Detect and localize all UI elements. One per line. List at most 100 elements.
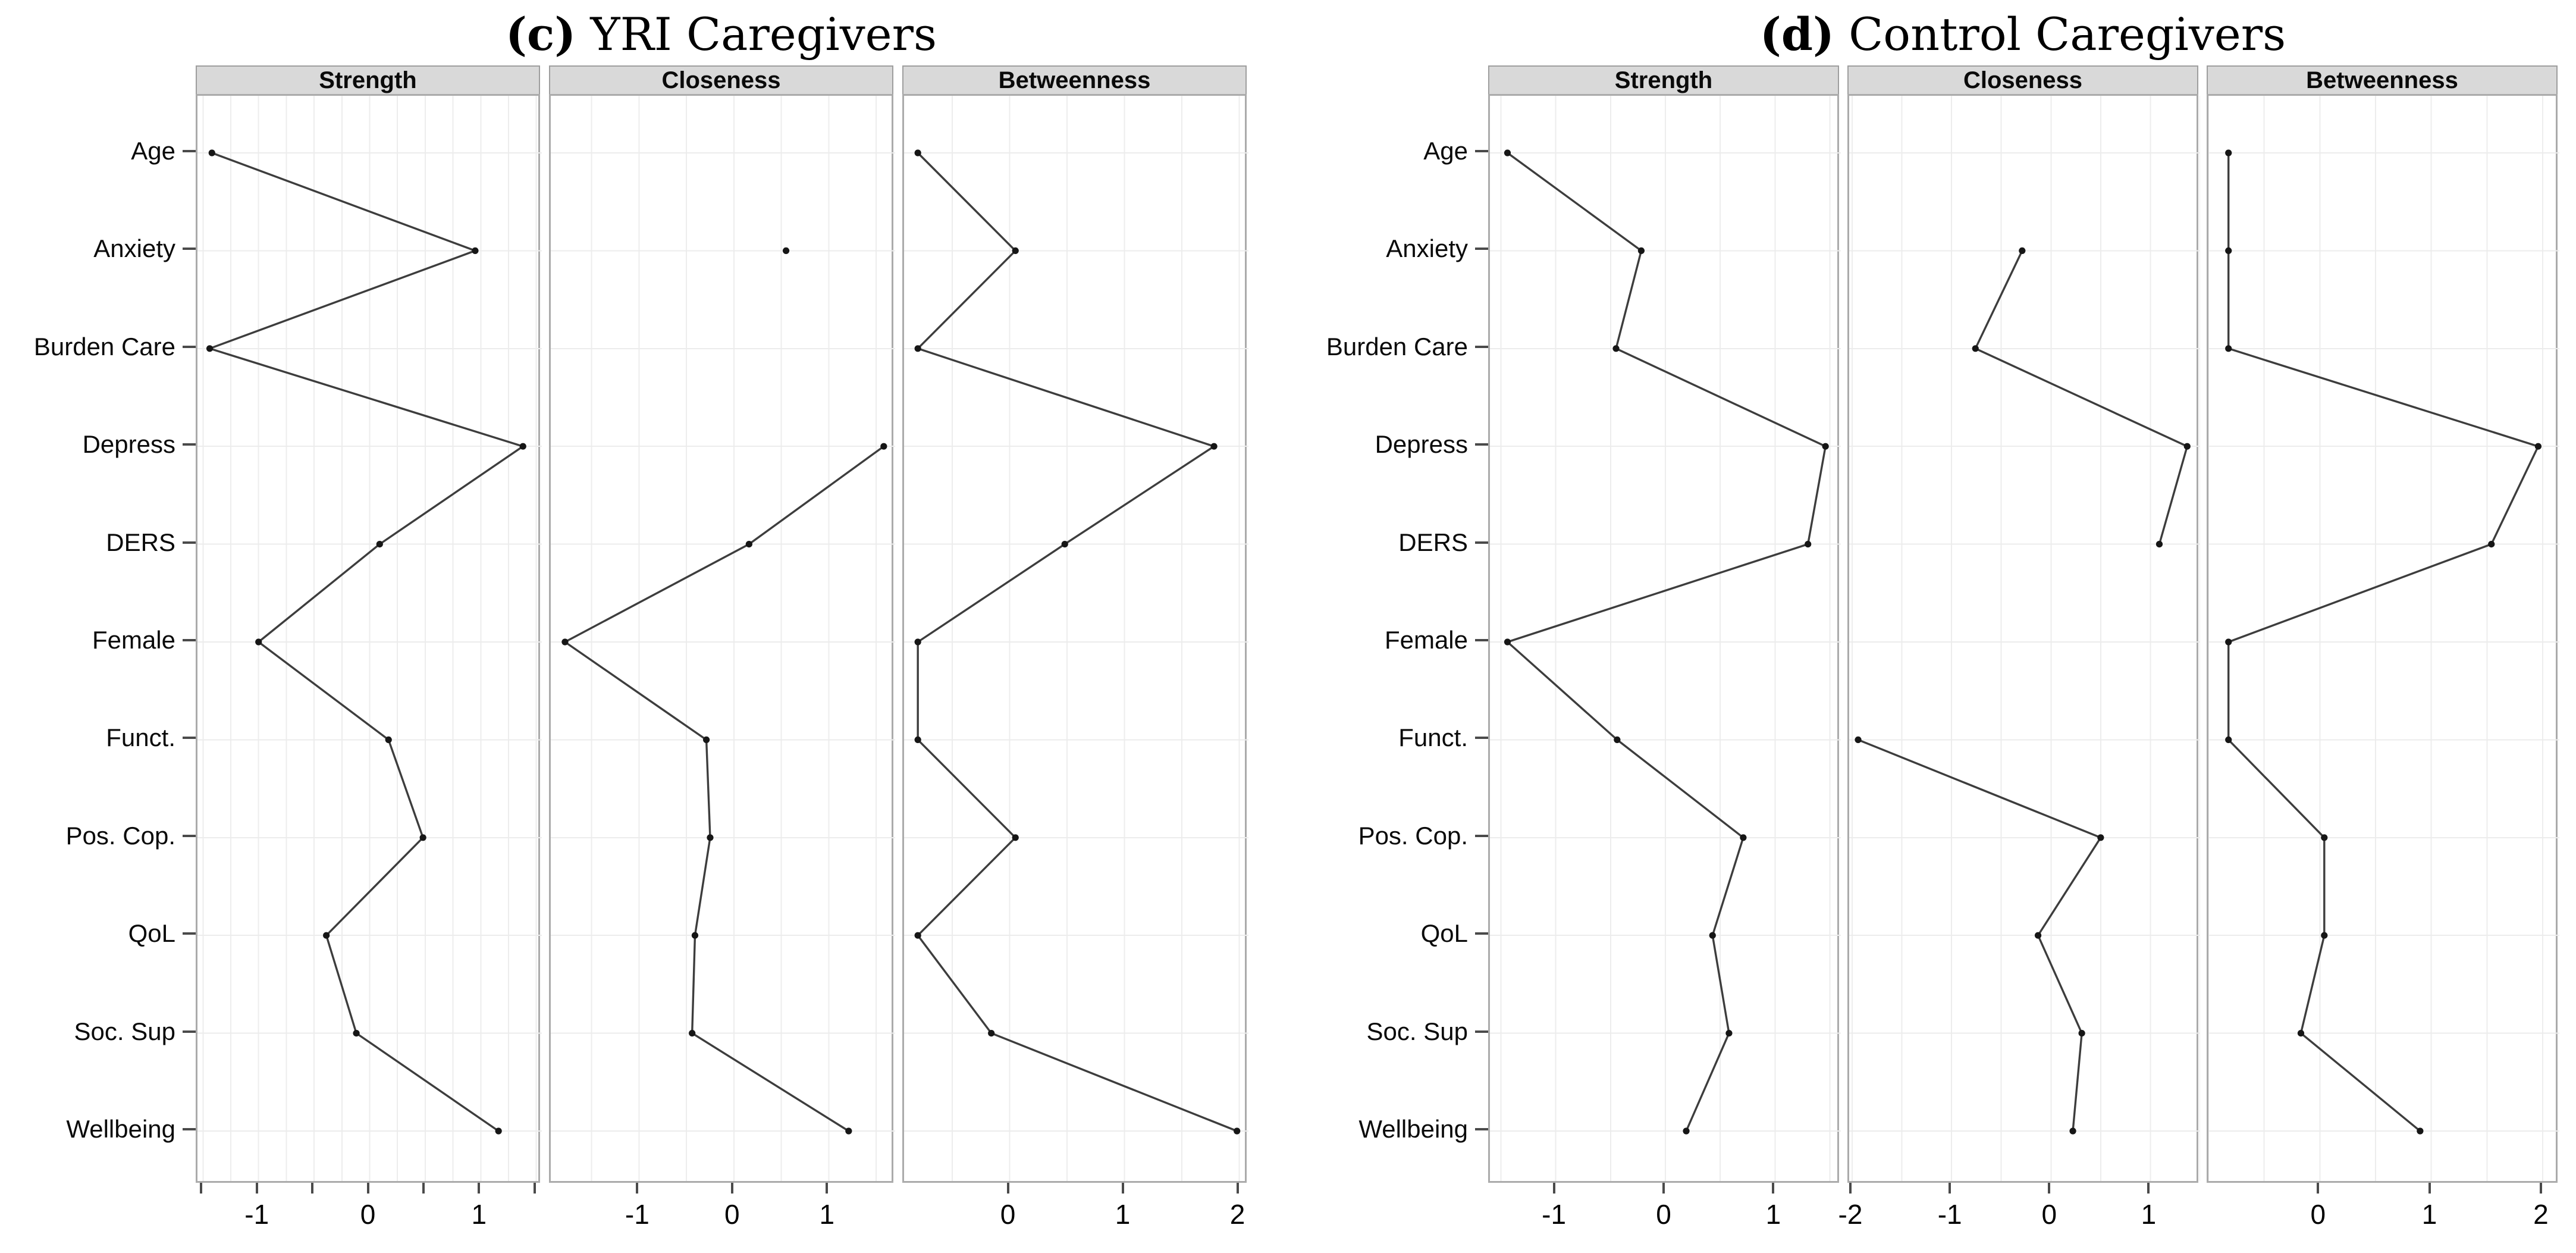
panel-header-strength: Strength bbox=[1488, 65, 1839, 94]
series-segment bbox=[2490, 445, 2540, 546]
series-segment bbox=[694, 837, 711, 936]
x-axis-tick-label: 1 bbox=[1765, 1199, 1781, 1230]
series-segment bbox=[1615, 249, 1643, 350]
y-axis-label: QoL bbox=[1420, 919, 1468, 948]
y-axis-tick-mark bbox=[1475, 639, 1488, 641]
x-axis-tick-label: 1 bbox=[819, 1199, 835, 1230]
plot-area-strength bbox=[1488, 94, 1841, 1183]
y-axis-label: Depress bbox=[82, 430, 175, 459]
series-segment bbox=[1506, 543, 1809, 643]
x-axis-minor-tick bbox=[422, 1183, 425, 1194]
data-point-depress bbox=[2534, 443, 2542, 450]
data-point-burden-care bbox=[2225, 345, 2232, 352]
panels-yri: Strength -1 0 1 Closeness -1 0 1 Betweenness 0 1 2 bbox=[196, 65, 1248, 1245]
series-segment bbox=[1685, 1032, 1730, 1132]
y-axis-tick-mark bbox=[1475, 737, 1488, 740]
x-axis-betweenness: 0 1 2 bbox=[2207, 1183, 2558, 1245]
panel-betweenness: Betweenness 0 1 2 bbox=[2207, 65, 2559, 1245]
data-point-soc-sup bbox=[353, 1030, 360, 1037]
data-point-female bbox=[914, 638, 921, 646]
x-axis-tick-label: 0 bbox=[1000, 1199, 1016, 1230]
series-segment bbox=[2299, 934, 2326, 1035]
x-axis-tick-label: 0 bbox=[724, 1199, 740, 1230]
x-axis-tick-mark bbox=[2539, 1183, 2542, 1194]
data-point-soc-sup bbox=[2078, 1030, 2085, 1037]
series-segment bbox=[748, 445, 885, 546]
series-segment bbox=[917, 347, 1215, 447]
data-point-qol bbox=[914, 932, 921, 939]
panel-header-closeness: Closeness bbox=[549, 65, 893, 94]
y-axis-label: Burden Care bbox=[1326, 332, 1468, 361]
series-segment bbox=[355, 1032, 500, 1132]
y-axis-tick-mark bbox=[1475, 932, 1488, 935]
y-axis-tick-mark bbox=[183, 639, 196, 641]
series-segment bbox=[2227, 543, 2493, 643]
data-point-burden-care bbox=[914, 345, 921, 352]
panel-betweenness: Betweenness 0 1 2 bbox=[902, 65, 1248, 1245]
y-axis-label: Funct. bbox=[106, 723, 175, 752]
data-point-funct- bbox=[702, 736, 710, 743]
y-axis-tick-mark bbox=[183, 834, 196, 837]
data-point-funct- bbox=[914, 736, 921, 743]
series-segment bbox=[2037, 837, 2102, 936]
series-segment bbox=[325, 837, 424, 936]
x-axis-tick-label: -1 bbox=[244, 1199, 269, 1230]
series-segment bbox=[917, 837, 1016, 936]
y-axis-label: Wellbeing bbox=[66, 1115, 175, 1143]
data-point-anxiety bbox=[782, 247, 790, 254]
panel-header-closeness: Closeness bbox=[1847, 65, 2198, 94]
series-segment bbox=[258, 641, 390, 741]
y-axis-label: Burden Care bbox=[33, 332, 175, 361]
y-axis-tick-mark bbox=[1475, 834, 1488, 837]
data-point-funct- bbox=[2225, 736, 2232, 743]
data-point-depress bbox=[1210, 443, 1218, 450]
y-axis-tick-mark bbox=[183, 248, 196, 250]
y-axis-tick-mark bbox=[1475, 150, 1488, 152]
data-point-anxiety bbox=[2019, 247, 2026, 254]
series-segment bbox=[1615, 347, 1827, 447]
x-axis-tick-mark bbox=[826, 1183, 829, 1194]
data-point-anxiety bbox=[1012, 247, 1019, 254]
series-segment bbox=[917, 738, 1016, 839]
data-point-funct- bbox=[385, 736, 392, 743]
y-axis-labels-yri: Age Anxiety Burden Care Depress DERS Female Fu… bbox=[2, 65, 196, 1179]
y-axis-tick-mark bbox=[1475, 1128, 1488, 1130]
series-segment bbox=[2072, 1032, 2083, 1132]
series-segment bbox=[387, 738, 424, 839]
x-axis-tick-label: 2 bbox=[1229, 1199, 1245, 1230]
x-axis-tick-mark bbox=[1236, 1183, 1239, 1194]
series-segment bbox=[2227, 347, 2540, 447]
x-axis-tick-label: 1 bbox=[1115, 1199, 1131, 1230]
y-axis-tick-mark bbox=[183, 1128, 196, 1130]
series-segment bbox=[1063, 445, 1215, 546]
panel-header-strength: Strength bbox=[196, 65, 540, 94]
y-axis-tick-mark bbox=[183, 345, 196, 348]
figure-marker: (d) bbox=[1759, 8, 1834, 61]
y-axis-label: QoL bbox=[128, 919, 175, 948]
x-axis-tick-mark bbox=[1662, 1183, 1665, 1194]
x-axis-tick-mark bbox=[2147, 1183, 2150, 1194]
data-point-burden-care bbox=[1972, 345, 1979, 352]
x-axis-tick-mark bbox=[1772, 1183, 1775, 1194]
data-point-age bbox=[2225, 149, 2232, 156]
y-axis-tick-mark bbox=[183, 1030, 196, 1033]
y-axis-label: Anxiety bbox=[1386, 234, 1468, 263]
x-axis-strength: -1 0 1 bbox=[1488, 1183, 1839, 1245]
data-point-pos-cop- bbox=[419, 834, 426, 841]
series-segment bbox=[2158, 445, 2188, 546]
series-segment bbox=[1711, 837, 1744, 936]
series-segment bbox=[1506, 641, 1618, 741]
x-axis-tick-label: -1 bbox=[625, 1199, 650, 1230]
data-point-wellbeing bbox=[495, 1127, 502, 1135]
y-axis-tick-mark bbox=[1475, 1030, 1488, 1033]
y-axis-label: DERS bbox=[1398, 528, 1468, 556]
panel-header-betweenness: Betweenness bbox=[2207, 65, 2558, 94]
y-axis-label: Anxiety bbox=[93, 234, 175, 263]
plot-svg-closeness bbox=[551, 96, 895, 1181]
y-axis-label: Female bbox=[1384, 626, 1468, 654]
data-point-qol bbox=[2034, 932, 2042, 939]
series-segment bbox=[208, 249, 476, 350]
series-segment bbox=[691, 1032, 850, 1132]
x-axis-tick-label: 1 bbox=[471, 1199, 487, 1230]
